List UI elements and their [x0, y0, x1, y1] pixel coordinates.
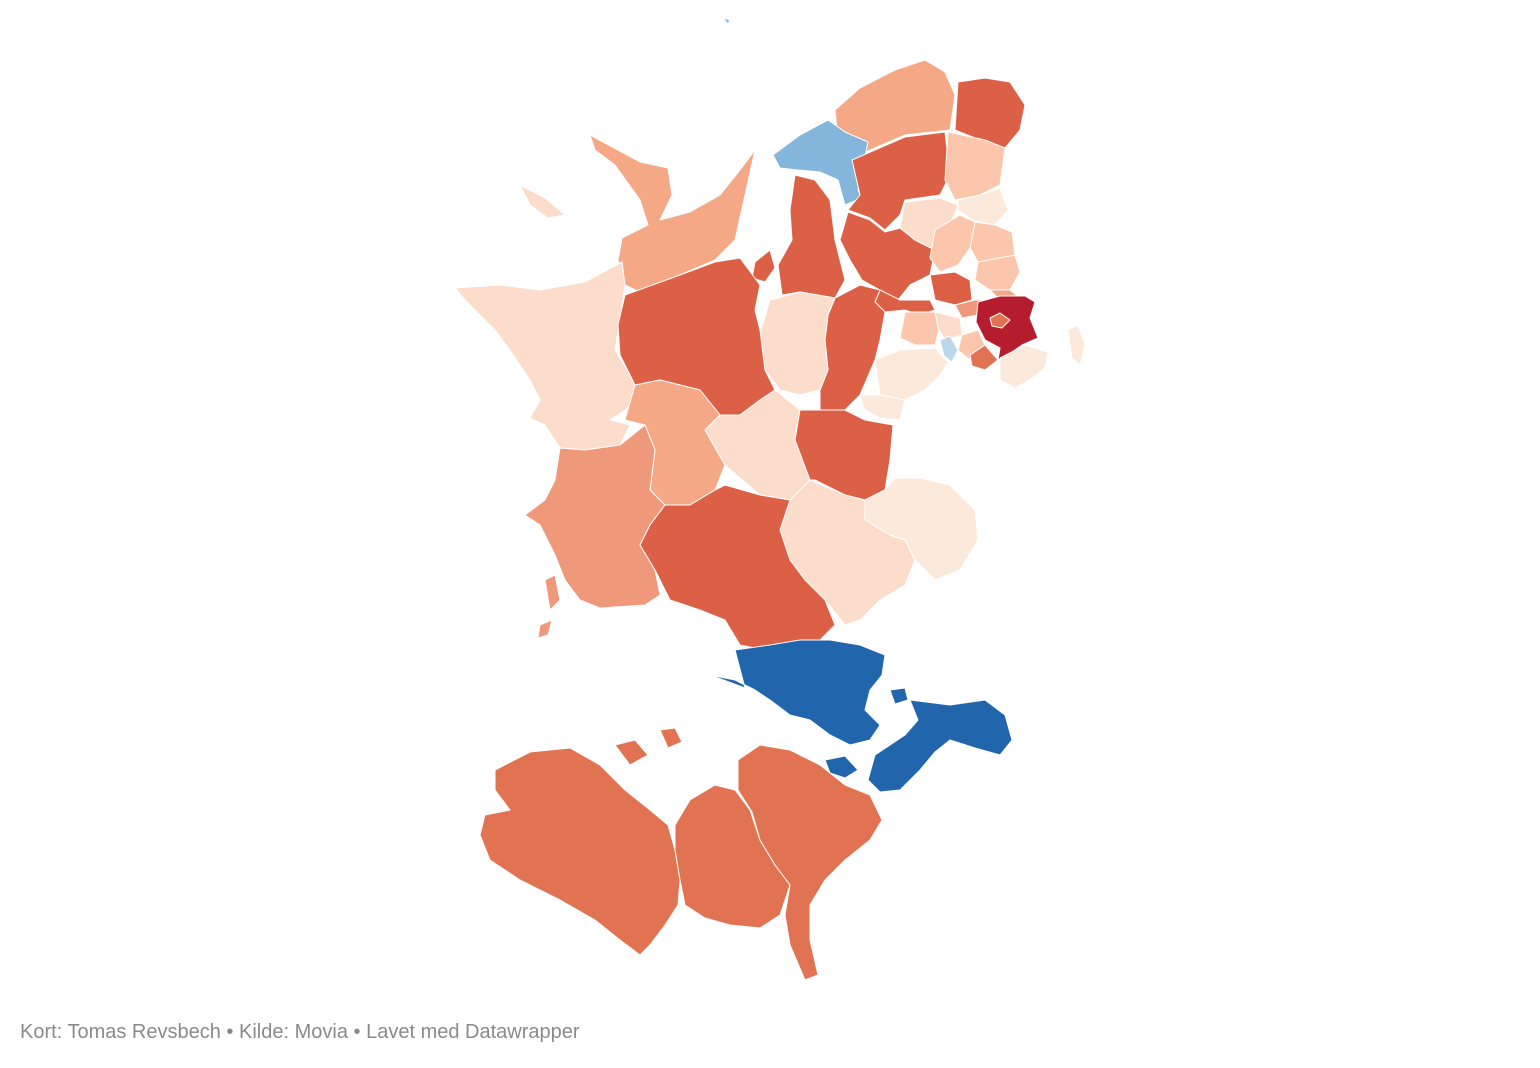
source-label: Kilde: [239, 1021, 290, 1043]
region-allerod[interactable] [929, 214, 976, 273]
region-falster-east[interactable] [737, 744, 883, 981]
region-horsholm[interactable] [957, 187, 1009, 226]
region-northeast-light[interactable] [944, 131, 1006, 201]
region-ballerup[interactable] [899, 311, 941, 346]
region-islet-lolland2[interactable] [659, 727, 683, 749]
region-furesoe[interactable] [929, 271, 973, 306]
region-hillerod[interactable] [839, 211, 936, 301]
region-slagelse[interactable] [524, 424, 666, 609]
region-islet-north[interactable] [722, 17, 731, 25]
region-vordingborg[interactable] [709, 639, 886, 746]
tool-credit[interactable]: Lavet med Datawrapper [366, 1021, 580, 1043]
region-frederiksberg[interactable] [989, 312, 1011, 329]
region-kobenhavn[interactable] [975, 295, 1039, 361]
map-svg [454, 17, 1086, 981]
credit-label: Kort: [20, 1021, 63, 1043]
source-name: Movia [294, 1021, 348, 1043]
region-taarnby[interactable] [999, 344, 1049, 389]
region-islet-lolland[interactable] [614, 739, 649, 766]
region-mon[interactable] [867, 699, 1013, 793]
region-guldborgsund[interactable] [674, 784, 791, 929]
region-islet-fjord[interactable] [751, 249, 776, 283]
region-islet-west[interactable] [519, 184, 566, 219]
region-bogo[interactable] [824, 755, 859, 779]
region-north-interior[interactable] [847, 131, 951, 231]
region-hornsherred[interactable] [777, 174, 846, 299]
region-greve[interactable] [874, 347, 949, 401]
region-solrod[interactable] [859, 394, 906, 421]
region-northeast-tip[interactable] [954, 77, 1026, 149]
choropleth-map [454, 17, 1086, 981]
credit-name: Tomas Revsbech [67, 1021, 221, 1043]
region-herlev[interactable] [934, 311, 963, 341]
region-islet-blue[interactable] [889, 687, 909, 705]
footer-credits: Kort: Tomas Revsbech • Kilde: Movia • La… [20, 1021, 580, 1044]
separator-2: • [353, 1021, 361, 1043]
region-hvidovre[interactable] [969, 344, 999, 371]
region-odsherred[interactable] [589, 134, 756, 293]
region-albertslund[interactable] [939, 335, 959, 363]
region-lolland[interactable] [479, 747, 681, 956]
region-islet-sw2[interactable] [537, 619, 553, 639]
region-islet-sw[interactable] [544, 574, 561, 611]
region-kalundborg[interactable] [454, 261, 641, 451]
region-naestved[interactable] [639, 484, 836, 651]
separator-1: • [226, 1021, 234, 1043]
region-islet-saltholm[interactable] [1067, 324, 1086, 366]
